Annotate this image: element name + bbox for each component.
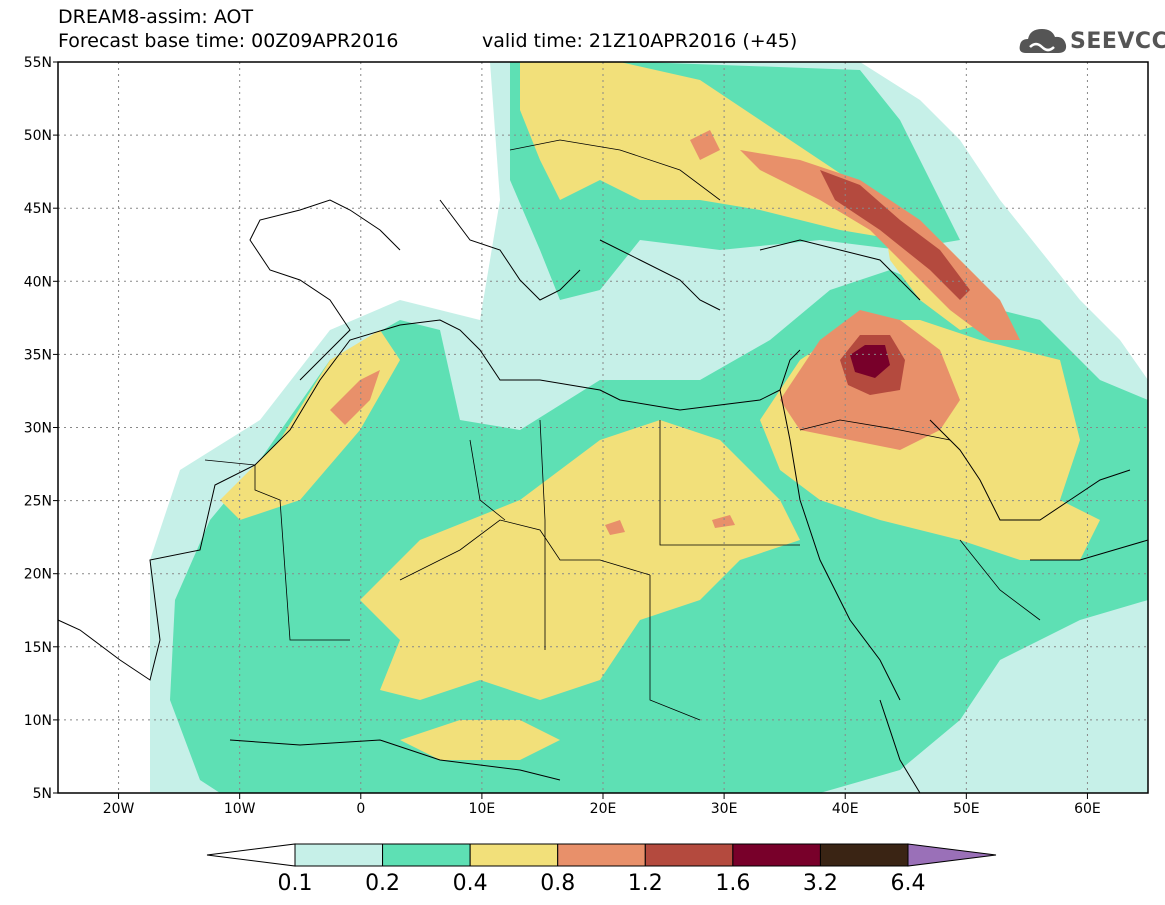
country-borders	[204, 139, 1041, 721]
longitude-ticks: 20W 10W 0 10E 20E 30E 40E 50E 60E	[103, 793, 1101, 817]
lon-tick-label: 40E	[832, 801, 859, 817]
seevccc-logo: SEEVCCC	[1018, 23, 1165, 59]
colorbar-level-label: 3.2	[803, 871, 838, 896]
logo-text: SEEVCCC	[1070, 29, 1165, 54]
colorbar-box	[819, 843, 909, 867]
lon-tick-label: 20E	[590, 801, 617, 817]
lon-tick-label: 60E	[1074, 801, 1101, 817]
valid-time: valid time: 21Z10APR2016 (+45)	[482, 30, 798, 52]
colorbar: 0.1 0.2 0.4 0.8 1.2 1.6 3.2 6.4	[206, 843, 997, 896]
lat-tick-label: 15N	[24, 640, 52, 656]
model-title: DREAM8-assim: AOT	[58, 6, 254, 28]
lat-tick-label: 35N	[24, 347, 52, 363]
cloud-icon	[1019, 29, 1067, 53]
colorbar-level-label: 0.8	[540, 871, 575, 896]
aot-fields	[150, 62, 1148, 793]
graticule	[58, 62, 1148, 793]
colorbar-box	[382, 843, 471, 867]
colorbar-level-label: 0.4	[453, 871, 488, 896]
lon-tick-label: 50E	[953, 801, 980, 817]
colorbar-level-label: 0.2	[365, 871, 400, 896]
lat-tick-label: 5N	[33, 786, 52, 802]
lon-tick-label: 10E	[469, 801, 496, 817]
colorbar-level-label: 1.6	[715, 871, 750, 896]
lon-tick-label: 0	[356, 801, 365, 817]
aot-level-1.6	[850, 345, 890, 378]
latitude-ticks: 55N 50N 45N 40N 35N 30N 25N 20N 15N 10N 5N	[24, 55, 58, 802]
colorbar-level-label: 6.4	[891, 871, 926, 896]
colorbar-under-triangle	[206, 843, 296, 867]
lat-tick-label: 55N	[24, 55, 52, 71]
colorbar-over-triangle	[907, 843, 997, 867]
lat-tick-label: 20N	[24, 567, 52, 583]
colorbar-box	[732, 843, 821, 867]
lat-tick-label: 40N	[24, 274, 52, 290]
lat-tick-label: 30N	[24, 421, 52, 437]
forecast-base-time: Forecast base time: 00Z09APR2016	[58, 30, 399, 52]
lon-tick-label: 20W	[103, 801, 135, 817]
lon-tick-label: 30E	[711, 801, 738, 817]
lon-tick-label: 10W	[224, 801, 256, 817]
lat-tick-label: 50N	[24, 128, 52, 144]
colorbar-level-label: 1.2	[628, 871, 663, 896]
colorbar-box	[469, 843, 559, 867]
coastlines	[57, 199, 1149, 794]
colorbar-box	[557, 843, 646, 867]
lat-tick-label: 10N	[24, 713, 52, 729]
colorbar-box	[294, 843, 384, 867]
lat-tick-label: 45N	[24, 201, 52, 217]
colorbar-level-label: 0.1	[278, 871, 313, 896]
lat-tick-label: 25N	[24, 494, 52, 510]
colorbar-box	[644, 843, 734, 867]
